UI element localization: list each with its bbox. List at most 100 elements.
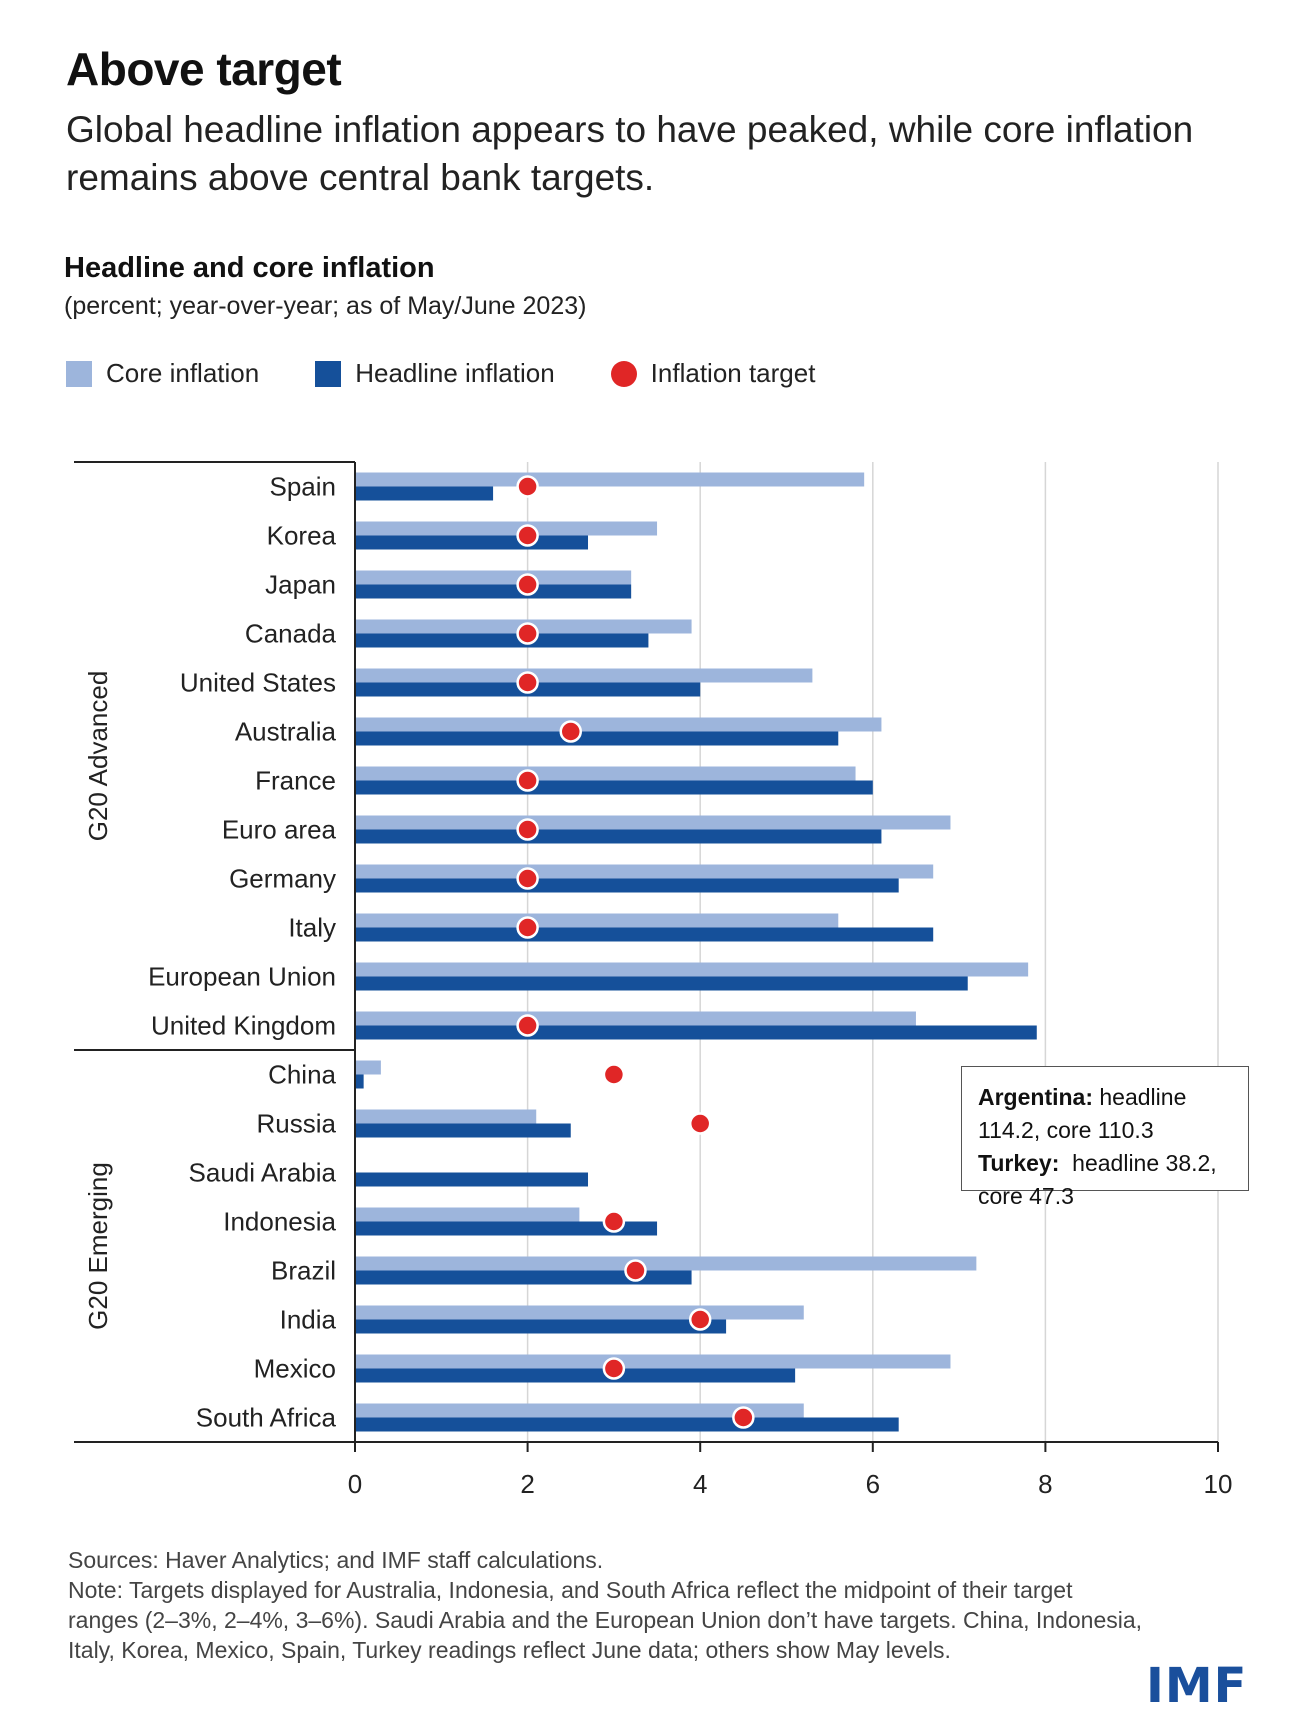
headline-bar [355, 780, 873, 795]
country-label: European Union [148, 962, 336, 992]
target-dot [516, 475, 539, 498]
chart-footer: Sources: Haver Analytics; and IMF staff … [68, 1545, 1148, 1665]
chart-subtitle: (percent; year-over-year; as of May/June… [64, 292, 587, 320]
target-dot [516, 769, 539, 792]
core-bar [355, 1403, 804, 1418]
headline-bar [355, 1172, 589, 1187]
country-label: Euro area [222, 815, 337, 845]
country-label: Germany [229, 864, 336, 894]
legend-core: Core inflation [66, 358, 259, 389]
core-bar [355, 962, 1029, 977]
headline-bar [355, 1025, 1037, 1040]
country-label: Italy [288, 913, 336, 943]
country-label: Canada [245, 619, 337, 649]
target-dot [516, 524, 539, 547]
target-dot [516, 671, 539, 694]
core-bar [355, 864, 934, 879]
headline-bar [355, 1368, 796, 1383]
core-bar [355, 1207, 580, 1222]
headline-bar [355, 927, 934, 942]
country-label: United States [180, 668, 336, 698]
imf-logo: IMF [1146, 1658, 1248, 1714]
legend-target-label: Inflation target [650, 358, 816, 388]
footer-note: Note: Targets displayed for Australia, I… [68, 1577, 1143, 1663]
country-label: Korea [267, 521, 337, 551]
country-label: India [280, 1305, 337, 1335]
headline-bar [355, 535, 589, 550]
x-tick-label: 10 [1204, 1469, 1233, 1499]
core-bar [355, 1305, 804, 1320]
annotation-argentina-label: Argentina: [978, 1084, 1093, 1110]
chart-title: Headline and core inflation [64, 252, 435, 284]
headline-bar [355, 584, 632, 599]
target-dot [516, 573, 539, 596]
country-label: South Africa [196, 1403, 337, 1433]
target-dot [624, 1259, 647, 1282]
headline-bar [355, 1270, 692, 1285]
target-dot [516, 1014, 539, 1037]
core-bar [355, 668, 813, 683]
country-label: China [268, 1060, 336, 1090]
headline-bar [355, 1221, 658, 1236]
country-label: Mexico [254, 1354, 336, 1384]
headline-bar [355, 633, 649, 648]
country-label: Brazil [271, 1256, 336, 1286]
x-tick-label: 0 [348, 1469, 362, 1499]
target-dot [688, 1112, 712, 1135]
page-title: Above target [66, 43, 342, 95]
headline-bar [355, 829, 882, 844]
country-label: Saudi Arabia [189, 1158, 337, 1188]
headline-bar [355, 878, 899, 893]
group-label: G20 Emerging [83, 1162, 113, 1330]
legend-headline: Headline inflation [315, 358, 555, 389]
headline-bar [355, 1319, 727, 1334]
bar-chart: Spain Korea Japan Canada United States Austra… [74, 461, 1233, 1499]
annotation-turkey-text: headline 38.2, core 47.3 [978, 1150, 1224, 1209]
target-dot [602, 1357, 626, 1380]
country-label: Russia [257, 1109, 337, 1139]
headline-bar [355, 1123, 571, 1138]
annotation-turkey: Turkey: headline 38.2, core 47.3 [978, 1147, 1234, 1213]
core-bar [355, 717, 882, 732]
legend-core-label: Core inflation [106, 358, 260, 388]
legend-target: Inflation target [610, 358, 816, 389]
country-label: United Kingdom [151, 1011, 336, 1041]
headline-bar [355, 976, 968, 991]
core-bar [355, 1354, 951, 1369]
headline-bar [355, 1417, 899, 1432]
core-bar [355, 913, 839, 928]
legend-core-swatch [66, 360, 92, 387]
target-dot [688, 1308, 712, 1331]
headline-bar [355, 486, 494, 501]
target-dot [559, 720, 582, 743]
target-dot [602, 1063, 626, 1086]
target-dot [602, 1210, 626, 1233]
legend-headline-swatch [315, 360, 342, 387]
core-bar [355, 570, 632, 585]
core-bar [355, 815, 951, 830]
headline-bar [355, 731, 839, 746]
annotation-argentina: Argentina: headline 114.2, core 110.3 [978, 1081, 1234, 1147]
annotation-box: Argentina: headline 114.2, core 110.3 Tu… [961, 1066, 1249, 1209]
country-label: Japan [265, 570, 336, 600]
page-subtitle: Global headline inflation appears to hav… [66, 109, 1194, 198]
x-tick-label: 8 [1038, 1469, 1052, 1499]
core-bar [355, 1256, 977, 1271]
country-label: Spain [270, 472, 337, 502]
x-tick-label: 4 [693, 1469, 707, 1499]
country-label: Indonesia [223, 1207, 336, 1237]
annotation-turkey-label: Turkey: [978, 1150, 1060, 1176]
core-bar [355, 1060, 381, 1075]
country-label: France [255, 766, 336, 796]
headline-bar [355, 1074, 364, 1089]
group-label: G20 Advanced [83, 671, 113, 842]
x-tick-label: 2 [520, 1469, 534, 1499]
target-dot [516, 867, 539, 890]
target-dot [516, 818, 539, 841]
footer-sources: Sources: Haver Analytics; and IMF staff … [68, 1547, 604, 1573]
core-bar [355, 1011, 916, 1026]
core-bar [355, 1109, 537, 1124]
chart-legend: Core inflation Headline inflation Inflat… [66, 358, 871, 389]
core-bar [355, 766, 856, 781]
annotation-argentina-text: headline 114.2, core 110.3 [978, 1084, 1187, 1143]
